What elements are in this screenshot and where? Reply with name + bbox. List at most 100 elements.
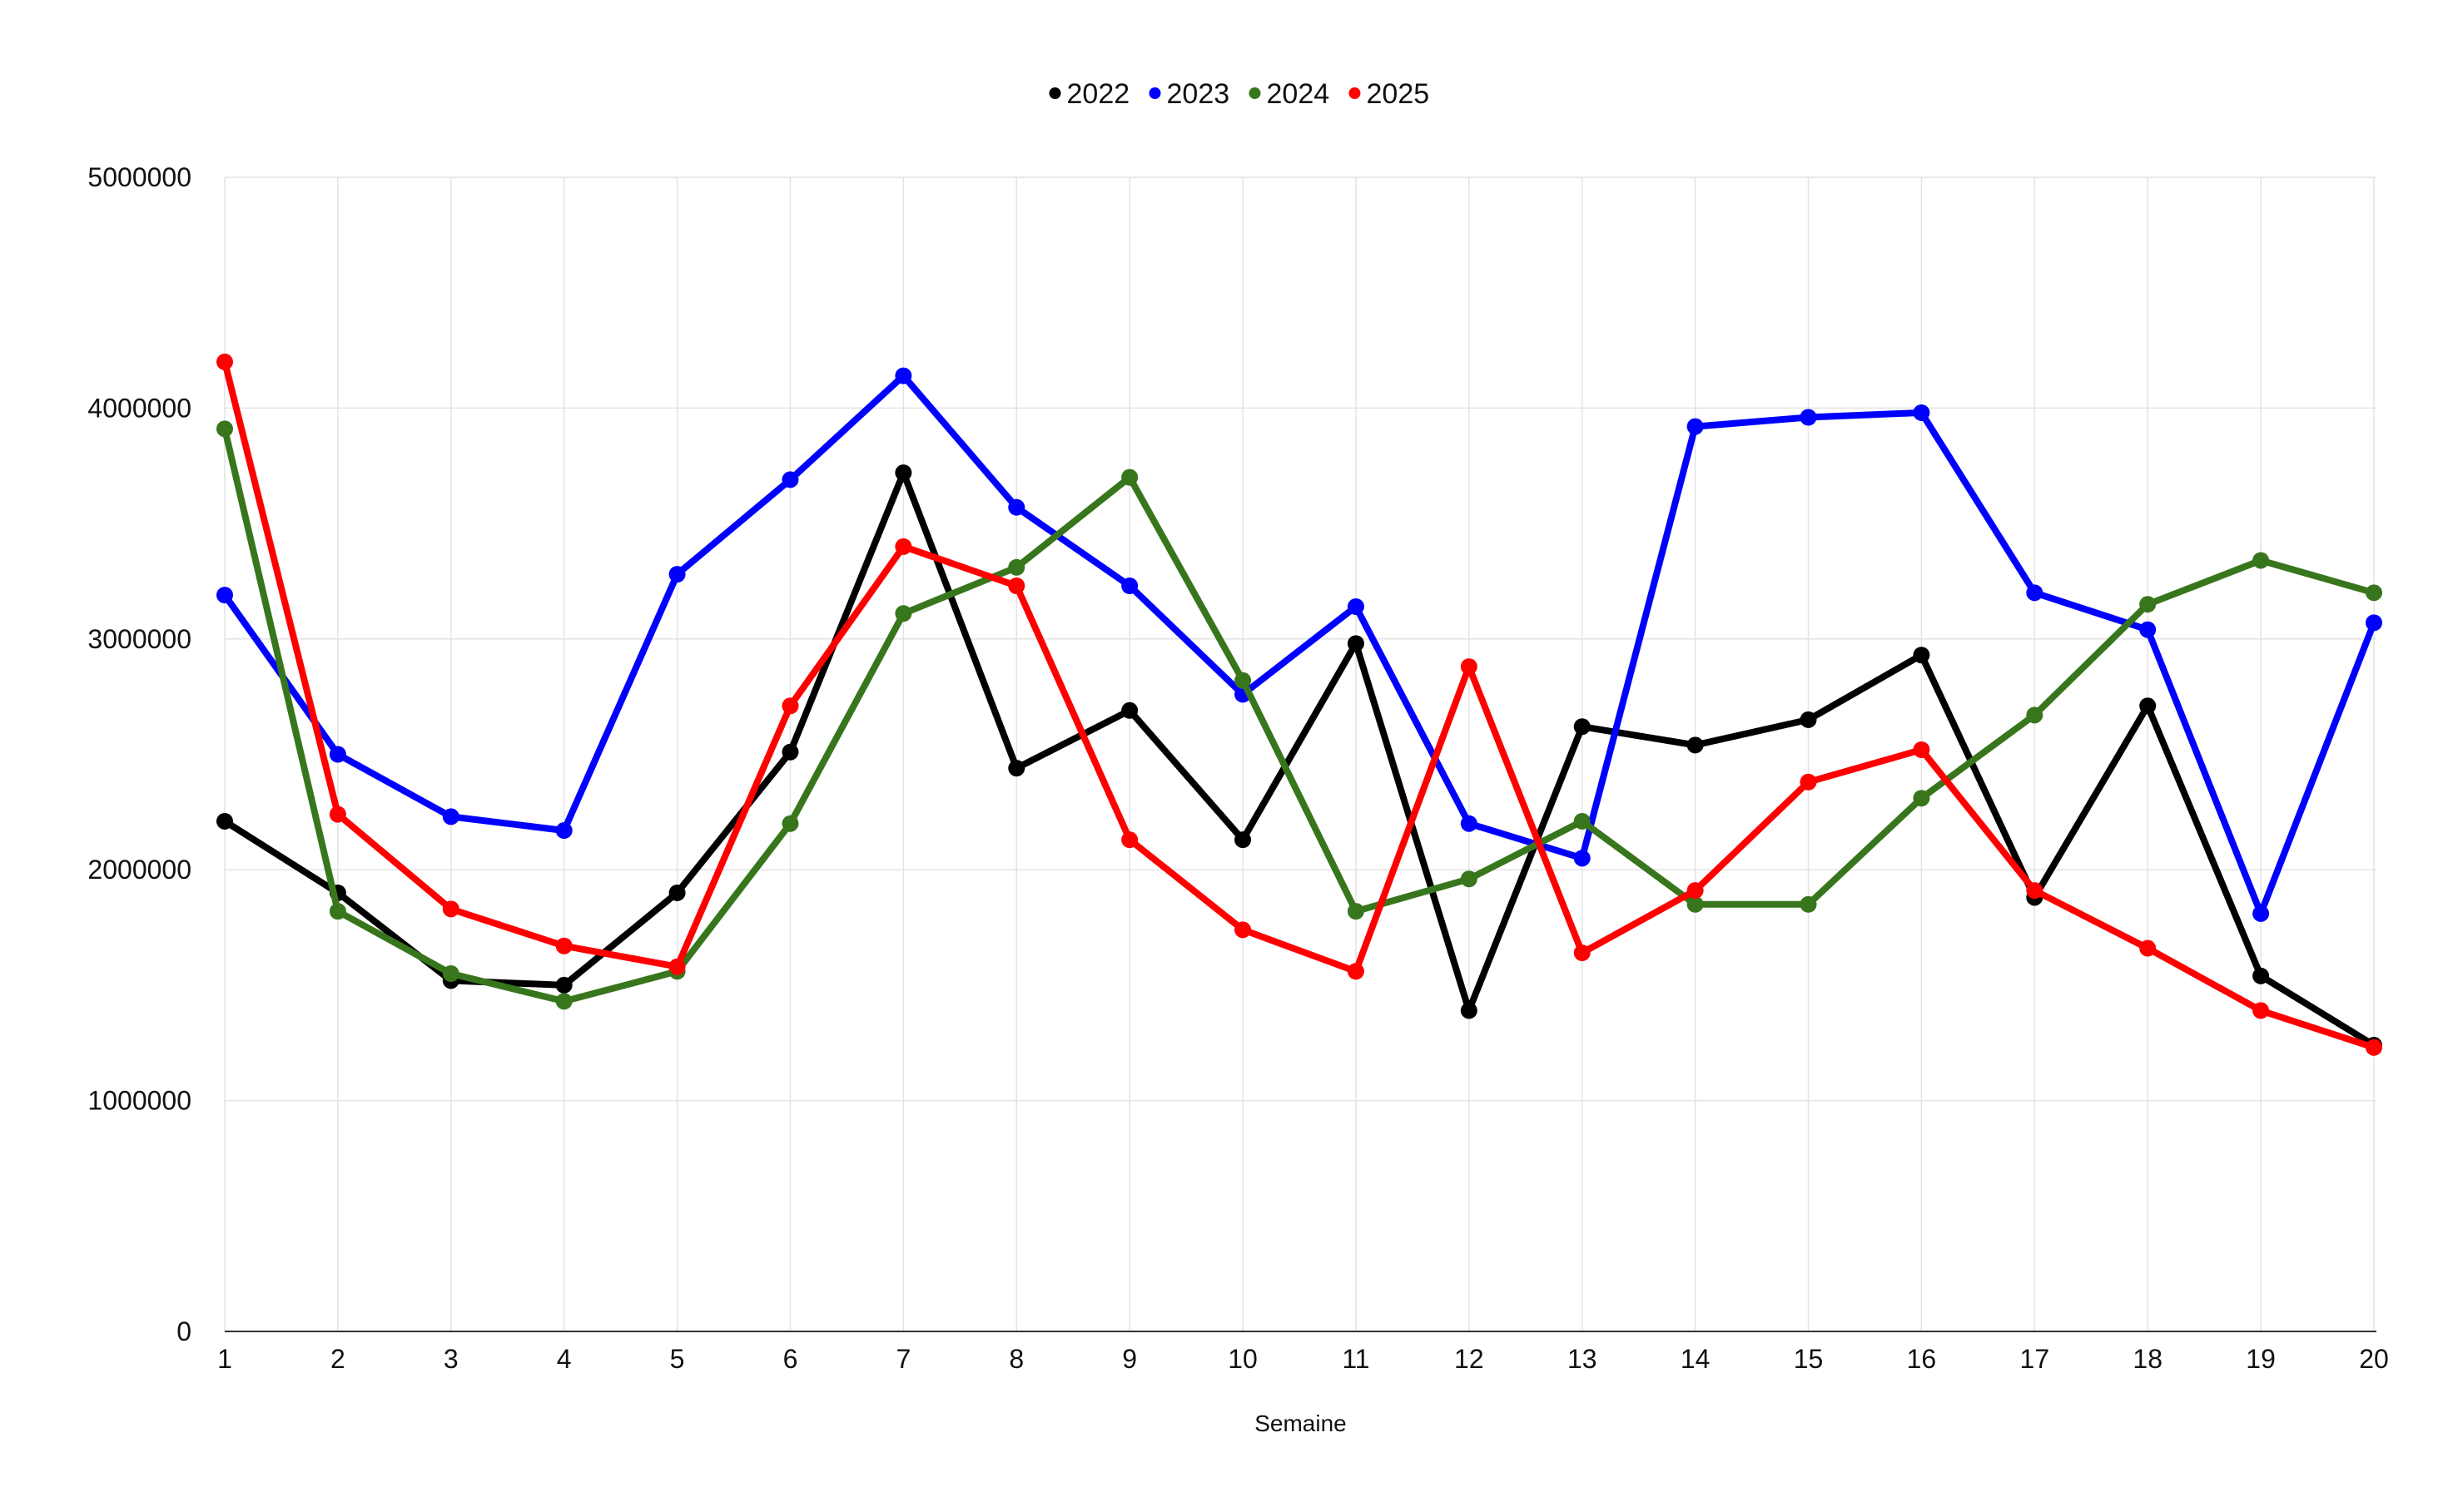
data-point-2023-13 <box>1573 850 1591 867</box>
data-point-2024-7 <box>895 605 912 622</box>
x-tick-label: 15 <box>1794 1344 1824 1374</box>
series-line-2022 <box>221 469 2377 1048</box>
data-point-2023-14 <box>1686 418 1704 435</box>
data-point-2025-2 <box>329 806 346 823</box>
x-tick-label: 9 <box>1122 1344 1137 1374</box>
x-tick-label: 13 <box>1567 1344 1597 1374</box>
legend-item-2022: 2022 <box>1049 78 1130 110</box>
x-tick-label: 2 <box>330 1344 345 1374</box>
data-point-2024-12 <box>1460 870 1477 888</box>
legend-item-2025: 2025 <box>1348 78 1430 110</box>
data-point-2024-10 <box>1234 672 1252 689</box>
data-point-2024-16 <box>1913 790 1930 807</box>
data-point-2024-15 <box>1800 895 1817 913</box>
x-tick-label: 10 <box>1228 1344 1258 1374</box>
y-tick-label: 3000000 <box>87 624 191 654</box>
data-point-2025-4 <box>555 937 573 954</box>
x-tick-label: 11 <box>1342 1344 1369 1374</box>
data-point-2025-8 <box>1008 577 1025 594</box>
data-point-2023-11 <box>1347 597 1364 615</box>
data-point-2024-3 <box>442 965 459 983</box>
x-tick-label: 1 <box>217 1344 232 1374</box>
data-point-2025-13 <box>1573 944 1591 962</box>
x-axis-title: Semaine <box>1254 1410 1347 1436</box>
series-2024 <box>216 420 2382 1010</box>
data-point-2022-1 <box>216 812 233 830</box>
series-lines <box>216 353 2382 1056</box>
data-point-2022-7 <box>895 464 912 482</box>
y-tick-label: 4000000 <box>87 393 191 423</box>
x-tick-label: 17 <box>2020 1344 2050 1374</box>
data-point-2022-4 <box>555 976 573 994</box>
series-line-2024 <box>221 425 2377 1005</box>
data-point-2023-5 <box>668 566 686 583</box>
data-point-2024-2 <box>329 903 346 920</box>
data-point-2022-16 <box>1913 647 1930 664</box>
data-point-2024-4 <box>555 993 573 1010</box>
legend: 2022 2023 2024 2025 <box>1049 78 1430 110</box>
data-point-2025-18 <box>2139 939 2157 957</box>
data-point-2023-19 <box>2252 905 2270 922</box>
data-point-2024-18 <box>2139 596 2157 613</box>
data-point-2025-12 <box>1460 658 1477 676</box>
data-point-2024-17 <box>2026 706 2043 724</box>
data-point-2024-6 <box>782 815 799 832</box>
data-point-2025-10 <box>1234 921 1252 939</box>
x-tick-label: 20 <box>2359 1344 2389 1374</box>
data-point-2023-18 <box>2139 621 2157 638</box>
x-tick-label: 18 <box>2133 1344 2162 1374</box>
data-point-2022-14 <box>1686 736 1704 754</box>
data-point-2025-5 <box>668 958 686 975</box>
data-point-2023-9 <box>1121 577 1139 594</box>
data-point-2025-7 <box>895 538 912 555</box>
data-point-2024-9 <box>1121 468 1139 486</box>
x-tick-label: 4 <box>557 1344 572 1374</box>
x-tick-label: 5 <box>670 1344 685 1374</box>
legend-marker <box>1149 87 1161 99</box>
data-point-2025-20 <box>2366 1039 2382 1056</box>
data-point-2022-5 <box>668 884 686 901</box>
data-point-2024-13 <box>1573 812 1591 830</box>
data-point-2023-20 <box>2366 614 2382 632</box>
data-point-2022-9 <box>1121 701 1139 719</box>
data-point-2023-17 <box>2026 584 2043 602</box>
data-point-2022-19 <box>2252 967 2270 984</box>
legend-item-2023: 2023 <box>1149 78 1229 110</box>
y-tick-label: 2000000 <box>87 855 191 885</box>
data-point-2022-12 <box>1460 1002 1477 1019</box>
data-point-2024-19 <box>2252 552 2270 569</box>
gridlines <box>224 176 2376 1331</box>
data-point-2025-14 <box>1686 882 1704 900</box>
x-tick-label: 14 <box>1681 1344 1711 1374</box>
data-point-2023-7 <box>895 367 912 384</box>
data-point-2025-19 <box>2252 1002 2270 1019</box>
x-tick-label: 6 <box>783 1344 798 1374</box>
data-point-2025-9 <box>1121 831 1139 849</box>
data-point-2022-18 <box>2139 697 2157 715</box>
data-point-2023-4 <box>555 822 573 840</box>
x-tick-label: 19 <box>2246 1344 2276 1374</box>
data-point-2025-3 <box>442 900 459 918</box>
data-point-2022-8 <box>1008 760 1025 777</box>
legend-marker <box>1348 87 1361 99</box>
data-point-2024-1 <box>216 420 233 438</box>
series-line-2025 <box>221 358 2377 1051</box>
legend-marker <box>1049 87 1061 99</box>
y-tick-label: 0 <box>176 1316 191 1346</box>
series-line-2023 <box>221 372 2377 917</box>
data-point-2023-8 <box>1008 498 1025 516</box>
series-2025 <box>216 353 2382 1056</box>
data-point-2023-2 <box>329 746 346 763</box>
y-tick-label: 1000000 <box>87 1086 191 1116</box>
data-point-2022-13 <box>1573 718 1591 736</box>
x-tick-label: 7 <box>896 1344 911 1374</box>
data-point-2023-3 <box>442 808 459 825</box>
data-point-2023-16 <box>1913 404 1930 421</box>
data-point-2025-6 <box>782 697 799 715</box>
data-point-2023-12 <box>1460 815 1477 832</box>
series-2023 <box>216 367 2382 922</box>
legend-label: 2025 <box>1367 78 1430 110</box>
